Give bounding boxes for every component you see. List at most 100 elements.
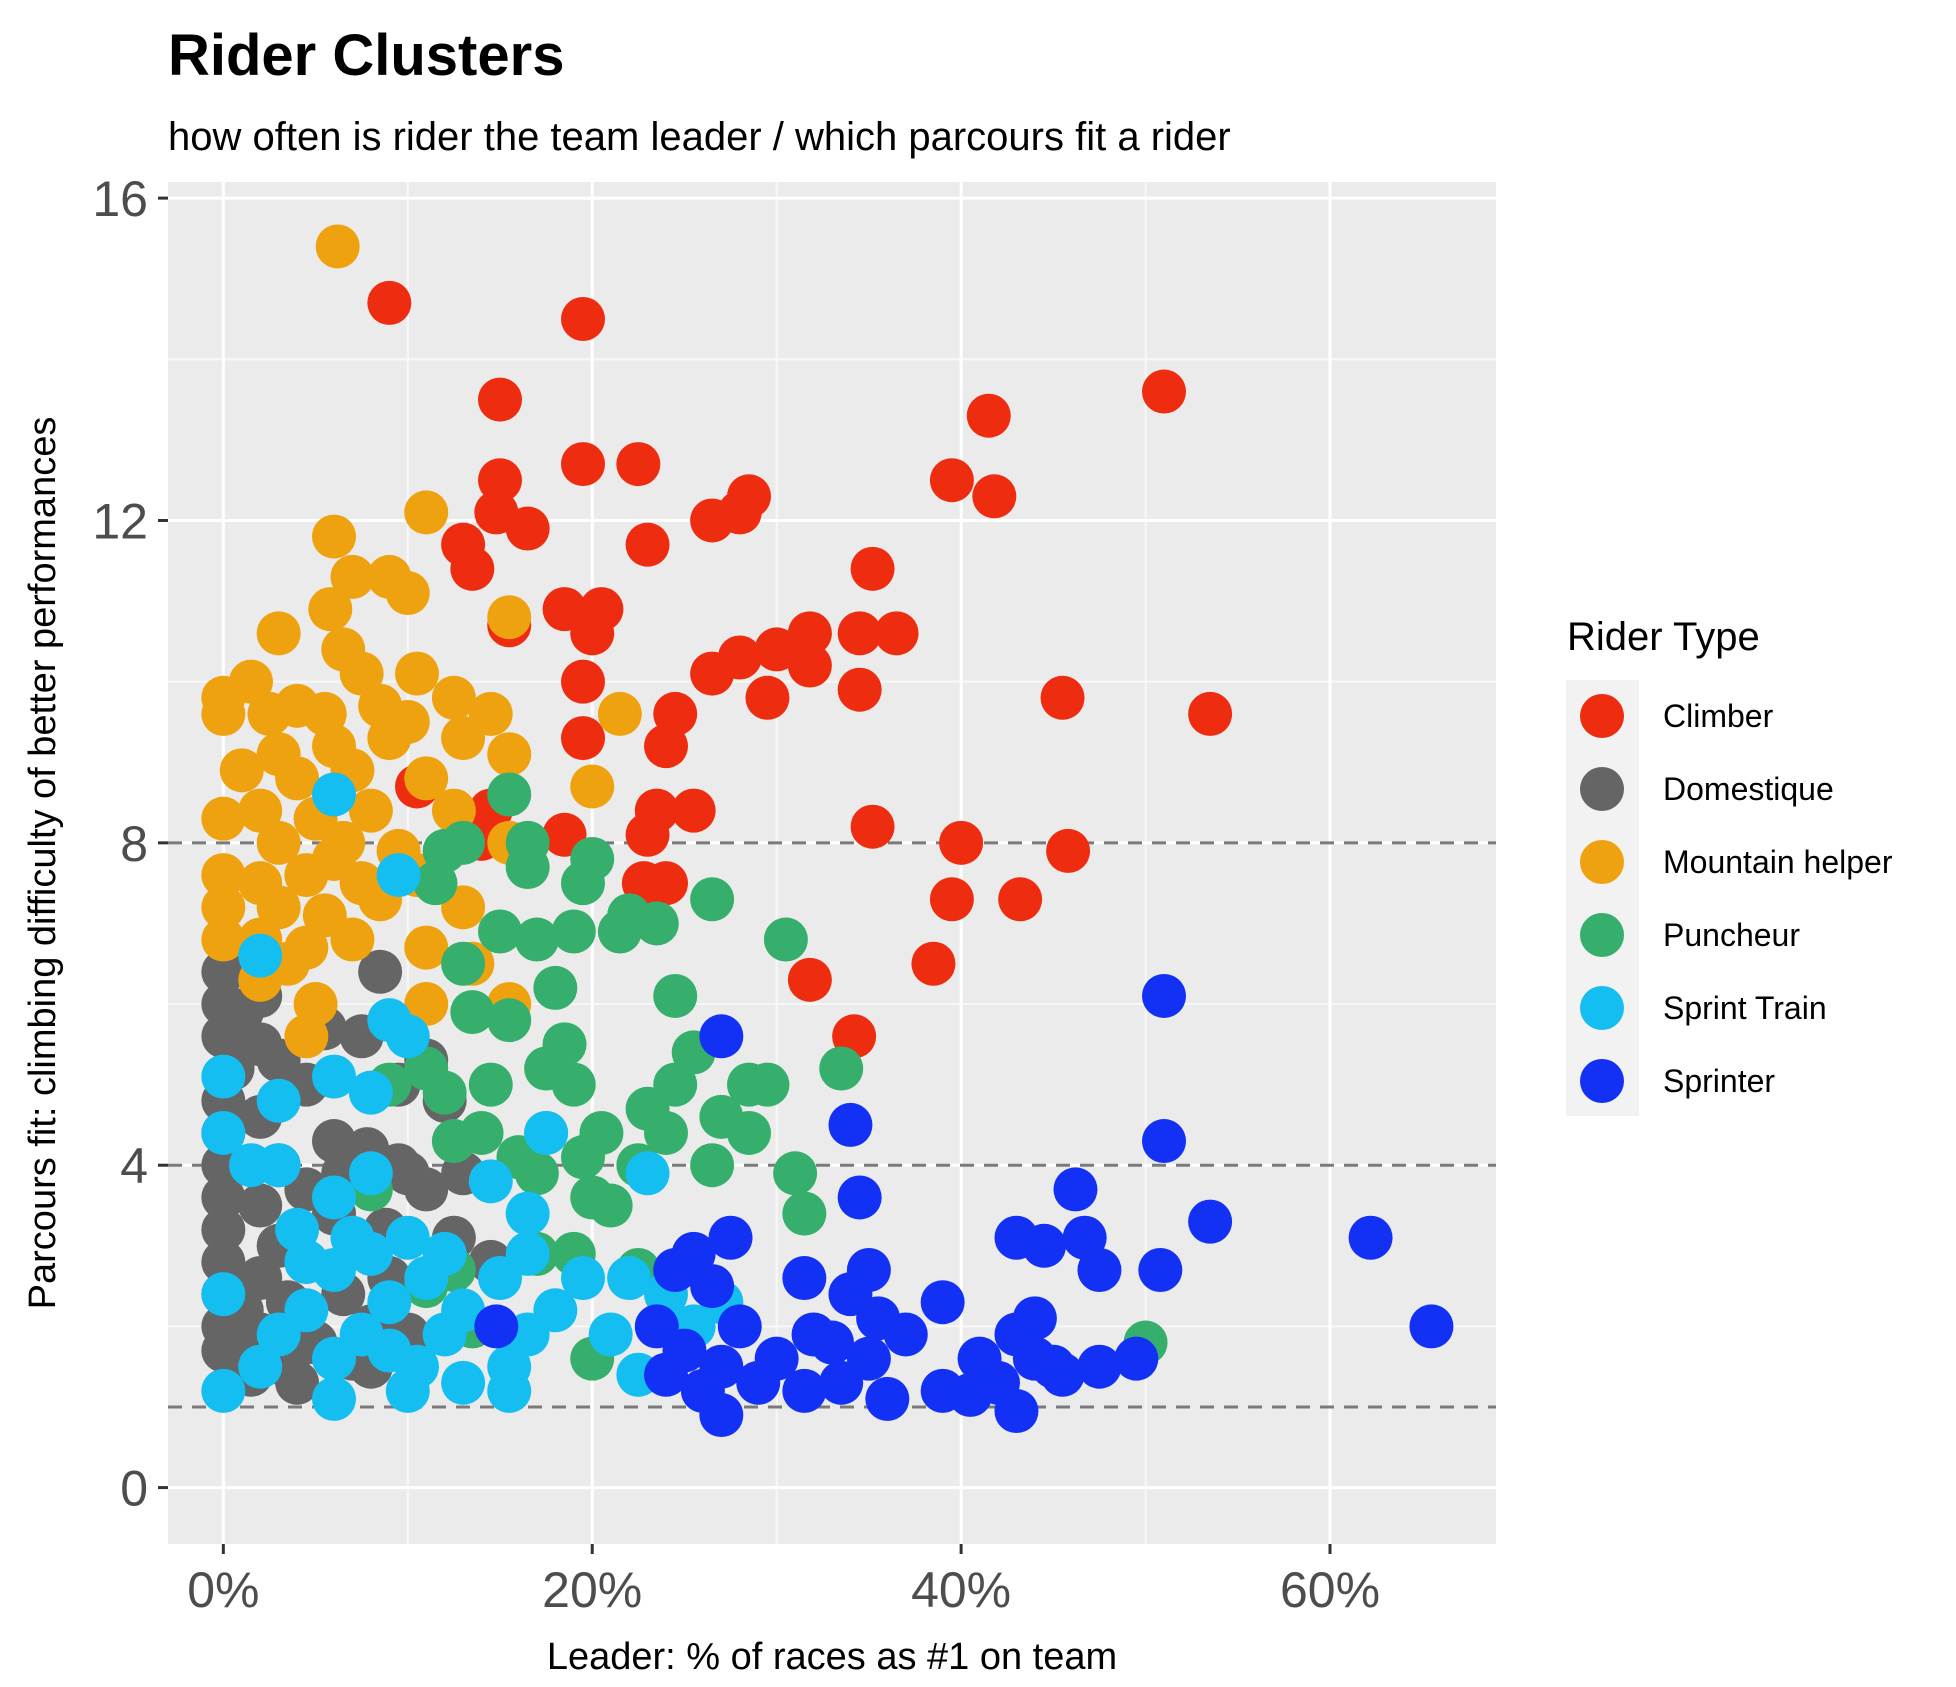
- point-climber: [787, 957, 832, 1002]
- point-puncheur: [745, 1062, 790, 1107]
- point-sprinter: [644, 1352, 688, 1397]
- point-climber: [787, 643, 832, 688]
- point-sprinter: [1077, 1247, 1122, 1292]
- point-climber: [939, 820, 984, 865]
- point-climber: [1040, 675, 1085, 720]
- point-climber: [561, 716, 605, 761]
- point-domestique: [201, 949, 246, 994]
- point-mountain-helper: [256, 820, 301, 865]
- point-mountain-helper: [441, 716, 486, 761]
- point-climber: [837, 667, 882, 712]
- point-climber: [570, 611, 615, 656]
- point-mountain-helper: [312, 514, 356, 559]
- x-tick-label: 20%: [542, 1562, 642, 1618]
- point-climber: [754, 627, 799, 672]
- legend: Rider Type Climber Domestique Mountain hel…: [1566, 615, 1893, 1116]
- point-mountain-helper: [404, 925, 449, 970]
- point-mountain-helper: [487, 595, 532, 640]
- point-mountain-helper: [312, 836, 356, 881]
- point-sprinter: [782, 1368, 827, 1413]
- point-puncheur: [763, 917, 808, 962]
- point-climber: [850, 546, 895, 591]
- legend-key-sprinter: [1580, 1059, 1624, 1103]
- point-climber: [644, 724, 688, 769]
- point-sprinter: [1040, 1352, 1085, 1397]
- point-climber: [690, 651, 735, 696]
- point-sprint-train: [256, 1078, 301, 1123]
- point-climber: [616, 442, 661, 487]
- legend-label-puncheur: Puncheur: [1663, 917, 1800, 953]
- point-mountain-helper: [201, 853, 246, 898]
- point-mountain-helper: [330, 917, 375, 962]
- point-sprinter: [819, 1360, 864, 1405]
- point-sprinter: [653, 1247, 698, 1292]
- point-climber: [450, 546, 495, 591]
- point-mountain-helper: [570, 764, 615, 809]
- point-puncheur: [422, 1070, 467, 1115]
- legend-key-background: [1566, 680, 1639, 1116]
- point-climber: [561, 659, 605, 704]
- point-sprinter: [1138, 1247, 1183, 1292]
- point-sprint-train: [561, 1256, 605, 1301]
- axis-ticks: [158, 196, 1332, 1554]
- point-sprinter: [1348, 1215, 1393, 1260]
- point-domestique: [385, 1151, 430, 1196]
- point-mountain-helper: [219, 748, 264, 793]
- y-tick-label: 12: [92, 493, 148, 549]
- point-climber: [874, 611, 919, 656]
- point-sprint-train: [524, 1110, 569, 1155]
- point-sprinter: [782, 1256, 827, 1301]
- point-climber: [367, 280, 412, 325]
- point-sprinter: [1142, 973, 1186, 1018]
- x-tick-label: 60%: [1280, 1562, 1380, 1618]
- legend-label-sprint-train: Sprint Train: [1663, 990, 1827, 1026]
- point-puncheur: [690, 1143, 735, 1188]
- point-sprint-train: [385, 1368, 430, 1413]
- point-puncheur: [644, 1110, 688, 1155]
- point-sprinter: [474, 1304, 519, 1349]
- point-puncheur: [819, 1046, 864, 1091]
- x-tick-labels: 0% 20% 40% 60%: [187, 1562, 1380, 1618]
- data-points: [201, 224, 1454, 1438]
- point-sprint-train: [376, 853, 421, 898]
- point-puncheur: [450, 990, 495, 1035]
- y-axis-title: Parcours fit: climbing difficulty of bet…: [22, 417, 64, 1310]
- point-puncheur: [597, 909, 642, 954]
- point-sprint-train: [312, 1054, 356, 1099]
- point-climber: [929, 877, 974, 922]
- y-tick-label: 4: [120, 1138, 148, 1194]
- point-sprint-train: [312, 1376, 356, 1421]
- point-sprint-train: [441, 1360, 486, 1405]
- point-sprinter: [1142, 1119, 1186, 1164]
- point-sprint-train: [256, 1312, 301, 1357]
- point-mountain-helper: [330, 554, 375, 599]
- point-climber: [478, 458, 522, 503]
- point-sprint-train: [607, 1256, 652, 1301]
- x-tick-label: 0%: [187, 1562, 259, 1618]
- point-puncheur: [514, 917, 559, 962]
- point-sprint-train: [312, 772, 356, 817]
- point-puncheur: [551, 909, 596, 954]
- point-mountain-helper: [385, 699, 430, 744]
- point-sprinter: [994, 1389, 1039, 1434]
- point-climber: [911, 941, 956, 986]
- y-tick-labels: 0 4 8 12 16: [92, 171, 148, 1516]
- point-climber: [972, 474, 1017, 519]
- point-domestique: [358, 949, 403, 994]
- point-sprint-train: [238, 1344, 283, 1389]
- point-climber: [850, 804, 895, 849]
- point-climber: [561, 442, 605, 487]
- point-puncheur: [561, 861, 605, 906]
- point-climber: [505, 506, 550, 551]
- point-climber: [625, 812, 670, 857]
- point-climber: [625, 522, 670, 567]
- point-sprint-train: [367, 1328, 412, 1373]
- point-sprinter: [810, 1320, 854, 1365]
- point-climber: [966, 393, 1011, 438]
- point-climber: [561, 297, 605, 342]
- legend-label-climber: Climber: [1663, 698, 1774, 734]
- point-sprint-train: [238, 933, 283, 978]
- point-mountain-helper: [339, 651, 384, 696]
- point-sprinter: [736, 1360, 781, 1405]
- point-puncheur: [514, 1151, 559, 1196]
